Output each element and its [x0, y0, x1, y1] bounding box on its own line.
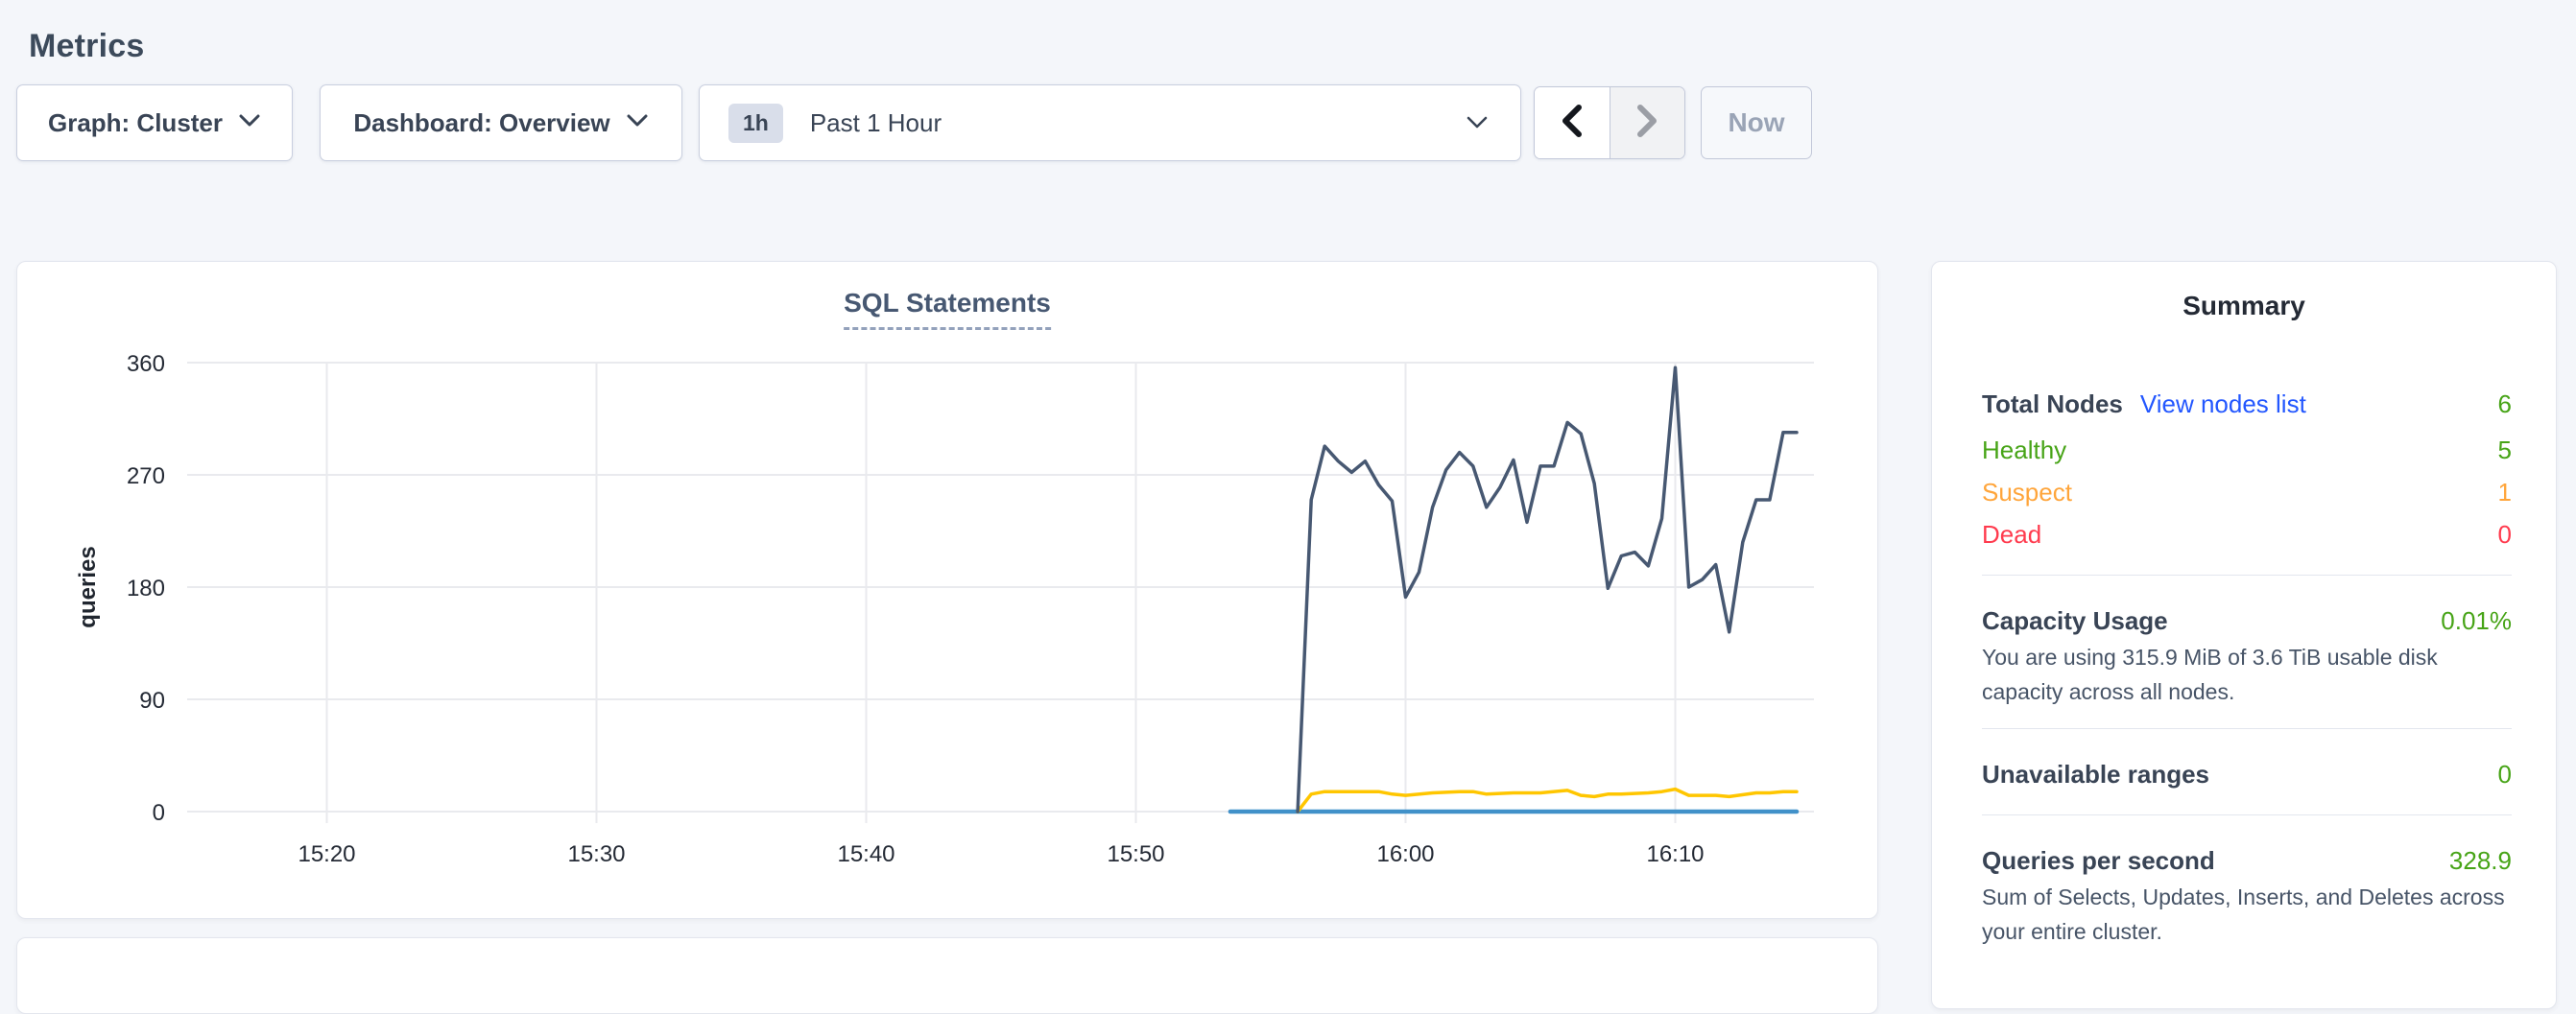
total-nodes-label: Total Nodes — [1982, 389, 2123, 419]
qps-row: Queries per second 328.9 — [1982, 843, 2512, 878]
chevron-left-icon — [1560, 104, 1585, 143]
time-range-badge: 1h — [728, 104, 783, 143]
dashboard-dropdown[interactable]: Dashboard: Overview — [320, 84, 682, 161]
dead-nodes-row: Dead 0 — [1982, 517, 2512, 552]
suspect-value: 1 — [2498, 478, 2512, 507]
capacity-usage-value: 0.01% — [2441, 606, 2512, 636]
qps-label: Queries per second — [1982, 846, 2215, 876]
next-chart-card — [16, 937, 1878, 1014]
summary-panel: Summary Total Nodes View nodes list 6 He… — [1931, 261, 2557, 1009]
healthy-label: Healthy — [1982, 436, 2066, 465]
suspect-nodes-row: Suspect 1 — [1982, 475, 2512, 509]
capacity-usage-label: Capacity Usage — [1982, 606, 2168, 636]
graph-scope-dropdown[interactable]: Graph: Cluster — [16, 84, 293, 161]
unavailable-ranges-row: Unavailable ranges 0 — [1982, 757, 2512, 791]
dead-label: Dead — [1982, 520, 2041, 550]
dead-value: 0 — [2498, 520, 2512, 550]
graph-scope-dropdown-label: Graph: Cluster — [48, 108, 223, 138]
summary-title: Summary — [1932, 291, 2556, 321]
total-nodes-value: 6 — [2498, 389, 2512, 419]
time-range-label: Past 1 Hour — [810, 108, 942, 138]
chart-title[interactable]: SQL Statements — [844, 288, 1051, 330]
qps-value: 328.9 — [2449, 846, 2512, 876]
divider — [1982, 728, 2512, 729]
unavailable-ranges-value: 0 — [2498, 760, 2512, 790]
total-nodes-row: Total Nodes View nodes list 6 — [1982, 387, 2512, 421]
page-title: Metrics — [29, 28, 144, 65]
chart-y-axis-label: queries — [75, 546, 102, 627]
qps-description: Sum of Selects, Updates, Inserts, and De… — [1982, 880, 2517, 949]
now-button[interactable]: Now — [1701, 86, 1812, 159]
suspect-label: Suspect — [1982, 478, 2072, 507]
capacity-usage-description: You are using 315.9 MiB of 3.6 TiB usabl… — [1982, 640, 2517, 709]
sql-statements-chart-card — [16, 261, 1878, 919]
divider — [1982, 814, 2512, 815]
chevron-down-icon — [238, 113, 261, 132]
prev-time-range-button[interactable] — [1535, 87, 1610, 158]
healthy-value: 5 — [2498, 436, 2512, 465]
unavailable-ranges-label: Unavailable ranges — [1982, 760, 2209, 790]
next-time-range-button[interactable] — [1610, 87, 1685, 158]
dashboard-dropdown-label: Dashboard: Overview — [353, 108, 609, 138]
view-nodes-list-link[interactable]: View nodes list — [2140, 389, 2306, 419]
divider — [1982, 575, 2512, 576]
chevron-right-icon — [1634, 104, 1659, 143]
capacity-usage-row: Capacity Usage 0.01% — [1982, 603, 2512, 638]
time-range-selector[interactable]: 1h Past 1 Hour — [699, 84, 1521, 161]
healthy-nodes-row: Healthy 5 — [1982, 433, 2512, 467]
time-range-nav — [1534, 86, 1685, 159]
chevron-down-icon — [1467, 116, 1488, 134]
chevron-down-icon — [626, 113, 649, 132]
